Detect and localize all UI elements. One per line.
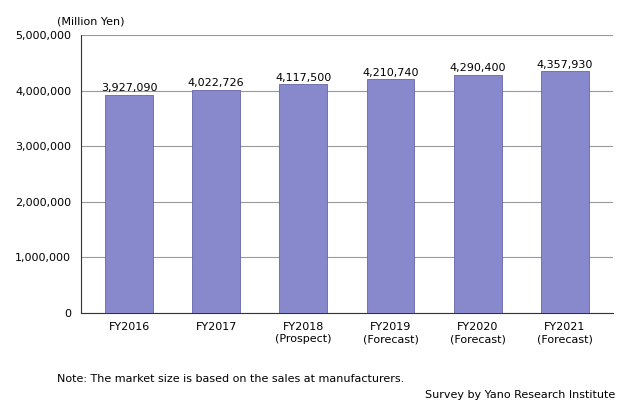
Text: 4,210,740: 4,210,740 [362,68,419,78]
Bar [541,71,589,313]
Bar [367,79,414,313]
Text: Survey by Yano Research Institute: Survey by Yano Research Institute [425,390,615,400]
Bar [279,84,327,313]
Bar [453,75,502,313]
Text: Note: The market size is based on the sales at manufacturers.: Note: The market size is based on the sa… [57,373,404,384]
Text: 4,022,726: 4,022,726 [188,78,244,88]
Text: 4,117,500: 4,117,500 [275,73,332,83]
Text: (Million Yen): (Million Yen) [57,16,124,27]
Bar [192,89,240,313]
Text: 3,927,090: 3,927,090 [100,84,157,93]
Text: 4,290,400: 4,290,400 [450,63,506,73]
Text: 4,357,930: 4,357,930 [537,60,593,69]
Bar [105,95,153,313]
